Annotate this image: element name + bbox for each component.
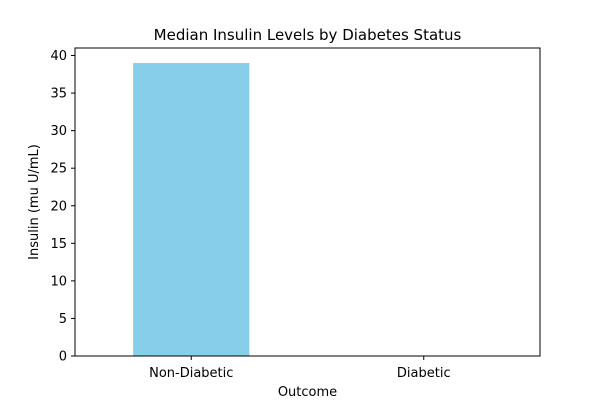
y-tick-label: 30: [50, 124, 67, 139]
x-tick-label: Non-Diabetic: [149, 366, 233, 381]
y-tick-label: 15: [50, 237, 67, 252]
x-axis-label: Outcome: [278, 385, 337, 400]
y-axis-label: Insulin (mu U/mL): [27, 144, 42, 260]
chart-title: Median Insulin Levels by Diabetes Status: [154, 26, 462, 44]
x-tick-label: Diabetic: [397, 366, 451, 381]
y-tick-label: 20: [50, 199, 67, 214]
y-tick-label: 25: [50, 162, 67, 177]
y-tick-label: 10: [50, 274, 67, 289]
y-tick-label: 35: [50, 87, 67, 102]
bar-non-diabetic: [133, 63, 250, 357]
y-axis: 0 5 10 15 20 25 30 35 40: [50, 49, 75, 365]
y-tick-label: 40: [50, 49, 67, 64]
y-tick-label: 0: [59, 350, 67, 365]
y-tick-label: 5: [59, 312, 67, 327]
plot-frame: [74, 47, 541, 357]
x-axis: Non-Diabetic Diabetic: [149, 356, 451, 381]
bars-group: [133, 63, 250, 357]
